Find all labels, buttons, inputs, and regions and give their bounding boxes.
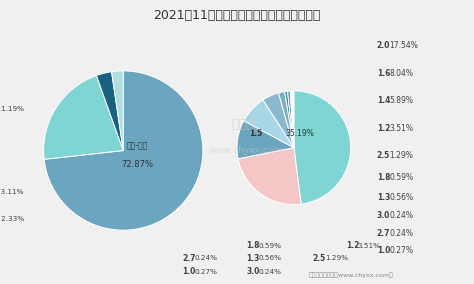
Text: 0.56%: 0.56% bbox=[390, 193, 414, 202]
Text: 3.0: 3.0 bbox=[246, 267, 260, 276]
Text: 72.87%: 72.87% bbox=[121, 160, 154, 169]
Text: 1.29%: 1.29% bbox=[325, 255, 348, 262]
Text: 1.0: 1.0 bbox=[182, 267, 196, 276]
Text: 1.4: 1.4 bbox=[377, 96, 390, 105]
Wedge shape bbox=[292, 91, 294, 148]
Text: 2.7: 2.7 bbox=[182, 254, 196, 263]
Text: 5.89%: 5.89% bbox=[390, 96, 414, 105]
Wedge shape bbox=[288, 91, 294, 148]
Text: 0.56%: 0.56% bbox=[258, 255, 282, 262]
Text: 2.0: 2.0 bbox=[377, 41, 390, 50]
Text: 0.24%: 0.24% bbox=[194, 255, 218, 262]
Text: 3.51%: 3.51% bbox=[390, 124, 414, 133]
Wedge shape bbox=[290, 91, 294, 148]
Text: 新能源-BEV 21.19%: 新能源-BEV 21.19% bbox=[0, 106, 24, 112]
Wedge shape bbox=[238, 148, 301, 204]
Wedge shape bbox=[111, 71, 123, 151]
Text: 1.6: 1.6 bbox=[377, 69, 390, 78]
Text: 1.0: 1.0 bbox=[377, 246, 390, 255]
Wedge shape bbox=[44, 71, 203, 230]
Text: 1.8: 1.8 bbox=[246, 241, 260, 250]
Text: 2.5: 2.5 bbox=[313, 254, 326, 263]
Wedge shape bbox=[96, 72, 123, 151]
Wedge shape bbox=[279, 91, 294, 148]
Wedge shape bbox=[263, 93, 294, 148]
Text: 新能源-HEV 2.33%: 新能源-HEV 2.33% bbox=[0, 215, 24, 222]
Wedge shape bbox=[285, 91, 294, 148]
Wedge shape bbox=[244, 100, 294, 148]
Text: 0.59%: 0.59% bbox=[390, 173, 414, 182]
Text: 3.0: 3.0 bbox=[377, 211, 390, 220]
Text: 1.8: 1.8 bbox=[377, 173, 390, 182]
Wedge shape bbox=[237, 121, 294, 159]
Wedge shape bbox=[44, 76, 123, 159]
Text: 燃油-江油: 燃油-江油 bbox=[127, 141, 148, 150]
Text: 1.5: 1.5 bbox=[249, 129, 263, 138]
Wedge shape bbox=[292, 91, 294, 148]
Text: 2.7: 2.7 bbox=[377, 229, 390, 238]
Text: 智研咋询: 智研咋询 bbox=[231, 118, 262, 131]
Text: 1.3: 1.3 bbox=[377, 193, 390, 202]
Text: 制图：智研咋询（www.chyxx.com）: 制图：智研咋询（www.chyxx.com） bbox=[309, 273, 393, 278]
Text: 8.04%: 8.04% bbox=[390, 69, 414, 78]
Text: 1.2: 1.2 bbox=[346, 241, 359, 250]
Wedge shape bbox=[294, 91, 351, 204]
Text: 0.24%: 0.24% bbox=[258, 268, 282, 275]
Text: 0.59%: 0.59% bbox=[258, 243, 282, 249]
Text: 0.24%: 0.24% bbox=[390, 211, 414, 220]
Text: 0.24%: 0.24% bbox=[390, 229, 414, 238]
Text: 35.19%: 35.19% bbox=[285, 129, 314, 138]
Text: 17.54%: 17.54% bbox=[390, 41, 419, 50]
Text: 0.27%: 0.27% bbox=[390, 246, 414, 255]
Text: 2.5: 2.5 bbox=[377, 151, 390, 160]
Text: 1.3: 1.3 bbox=[246, 254, 260, 263]
Text: 新能源-PHEV 3.11%: 新能源-PHEV 3.11% bbox=[0, 189, 24, 195]
Text: 3.51%: 3.51% bbox=[358, 243, 381, 249]
Text: 2021年11月轿车销量动力类型及排量占比图: 2021年11月轿车销量动力类型及排量占比图 bbox=[153, 9, 321, 22]
Text: www.chyxx.com: www.chyxx.com bbox=[210, 146, 283, 155]
Text: 1.29%: 1.29% bbox=[390, 151, 413, 160]
Text: 1.2: 1.2 bbox=[377, 124, 390, 133]
Text: 0.27%: 0.27% bbox=[194, 268, 218, 275]
